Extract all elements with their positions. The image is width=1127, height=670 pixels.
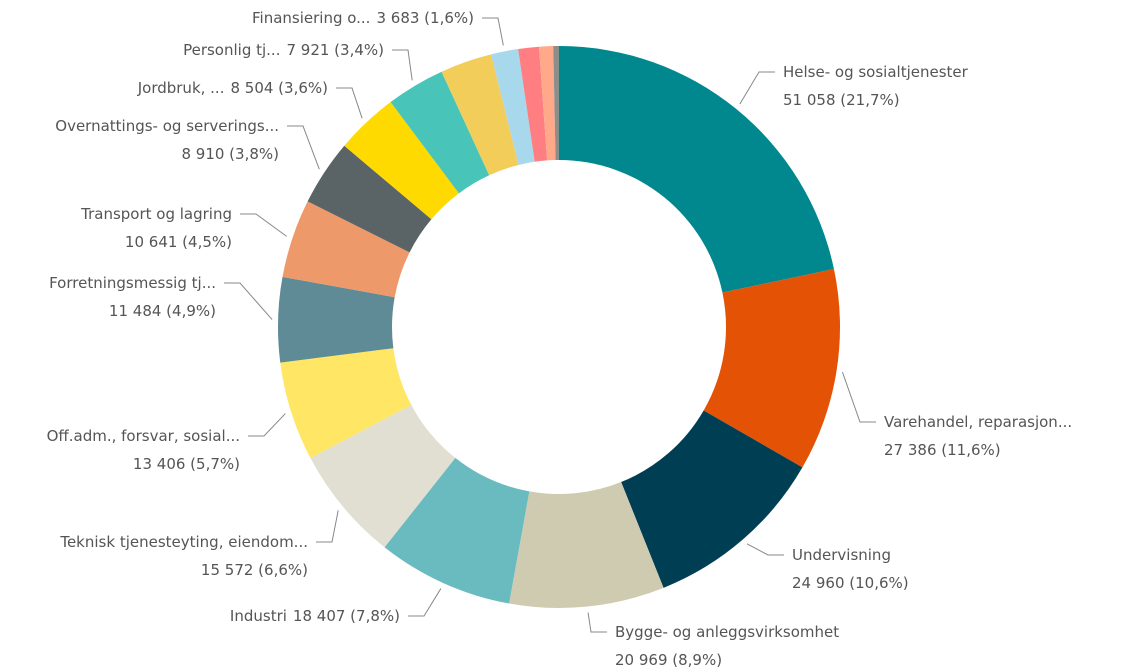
label-value: 11 484 (4,9%) (109, 302, 216, 320)
leader-line (336, 87, 363, 119)
leader-line (248, 413, 286, 437)
data-label: Teknisk tjenesteyting, eiendom... 15 572 … (59, 533, 308, 579)
label-value: 7 921 (3,4%) (286, 41, 384, 59)
data-label: Personlig tj... 7 921 (3,4%) (183, 41, 384, 59)
label-value: 8 504 (3,6%) (230, 79, 328, 97)
data-label: Undervisning 24 960 (10,6%) (792, 546, 909, 592)
data-label: Transport og lagring 10 641 (4,5%) (80, 205, 232, 251)
donut-slice (282, 201, 410, 298)
leader-line (287, 125, 320, 170)
donut-slice (621, 410, 803, 588)
leader-line (841, 371, 876, 423)
label-value: 3 683 (1,6%) (376, 9, 474, 27)
donut-slice (441, 54, 519, 176)
label-value: 8 910 (3,8%) (181, 145, 279, 163)
donut-slice (509, 482, 664, 608)
data-label: Industri 18 407 (7,8%) (230, 607, 400, 625)
leader-line (746, 543, 784, 556)
data-label: Bygge- og anleggsvirksomhet 20 969 (8,9%) (615, 623, 839, 669)
data-label: Off.adm., forsvar, sosial... 13 406 (5,7%… (47, 427, 240, 473)
donut-slice (310, 404, 456, 548)
label-name: Overnattings- og serverings... (55, 117, 279, 135)
label-name: Personlig tj... (183, 41, 280, 59)
data-label: Overnattings- og serverings... 8 910 (3,8… (55, 117, 279, 163)
donut-slice (518, 46, 548, 162)
donut-slice (307, 145, 432, 253)
label-name: Finansiering o... (252, 9, 370, 27)
leader-line (224, 282, 273, 320)
donut-slice (278, 276, 395, 363)
label-name: Helse- og sosialtjenester (783, 63, 969, 81)
data-label: Forretningsmessig tj... 11 484 (4,9%) (49, 274, 216, 320)
donut-slice (559, 46, 834, 293)
label-name: Varehandel, reparasjon... (884, 413, 1072, 431)
donut-slice (703, 269, 840, 468)
leader-line (587, 612, 607, 633)
data-label: Varehandel, reparasjon... 27 386 (11,6%) (884, 413, 1072, 459)
donut-slice (538, 46, 556, 161)
label-name: Undervisning (792, 546, 891, 564)
label-value: 13 406 (5,7%) (133, 455, 240, 473)
leader-line (316, 510, 339, 543)
leader-line (739, 71, 775, 105)
label-value: 10 641 (4,5%) (125, 233, 232, 251)
donut-slice (344, 102, 459, 220)
data-label: Jordbruk, ... 8 504 (3,6%) (137, 79, 328, 97)
label-value: 24 960 (10,6%) (792, 574, 909, 592)
leader-line (240, 213, 287, 237)
donut-slice (491, 48, 535, 165)
label-value: 15 572 (6,6%) (201, 561, 308, 579)
label-name: Forretningsmessig tj... (49, 274, 216, 292)
label-name: Transport og lagring (80, 205, 232, 223)
donut-slice (390, 71, 490, 194)
label-name: Off.adm., forsvar, sosial... (47, 427, 240, 445)
donut-slice (384, 457, 530, 604)
donut-slice (280, 348, 412, 459)
label-value: 18 407 (7,8%) (293, 607, 400, 625)
leader-line (482, 17, 504, 46)
label-name: Bygge- og anleggsvirksomhet (615, 623, 839, 641)
leader-line (392, 49, 413, 81)
label-value: 27 386 (11,6%) (884, 441, 1001, 459)
label-value: 20 969 (8,9%) (615, 651, 722, 669)
label-name: Industri (230, 607, 287, 625)
data-label: Helse- og sosialtjenester 51 058 (21,7%) (783, 63, 969, 109)
label-name: Teknisk tjenesteyting, eiendom... (59, 533, 308, 551)
label-value: 51 058 (21,7%) (783, 91, 900, 109)
label-name: Jordbruk, ... (137, 79, 225, 97)
data-label: Finansiering o... 3 683 (1,6%) (252, 9, 474, 27)
leader-line (408, 588, 442, 617)
donut-slice (553, 46, 559, 161)
